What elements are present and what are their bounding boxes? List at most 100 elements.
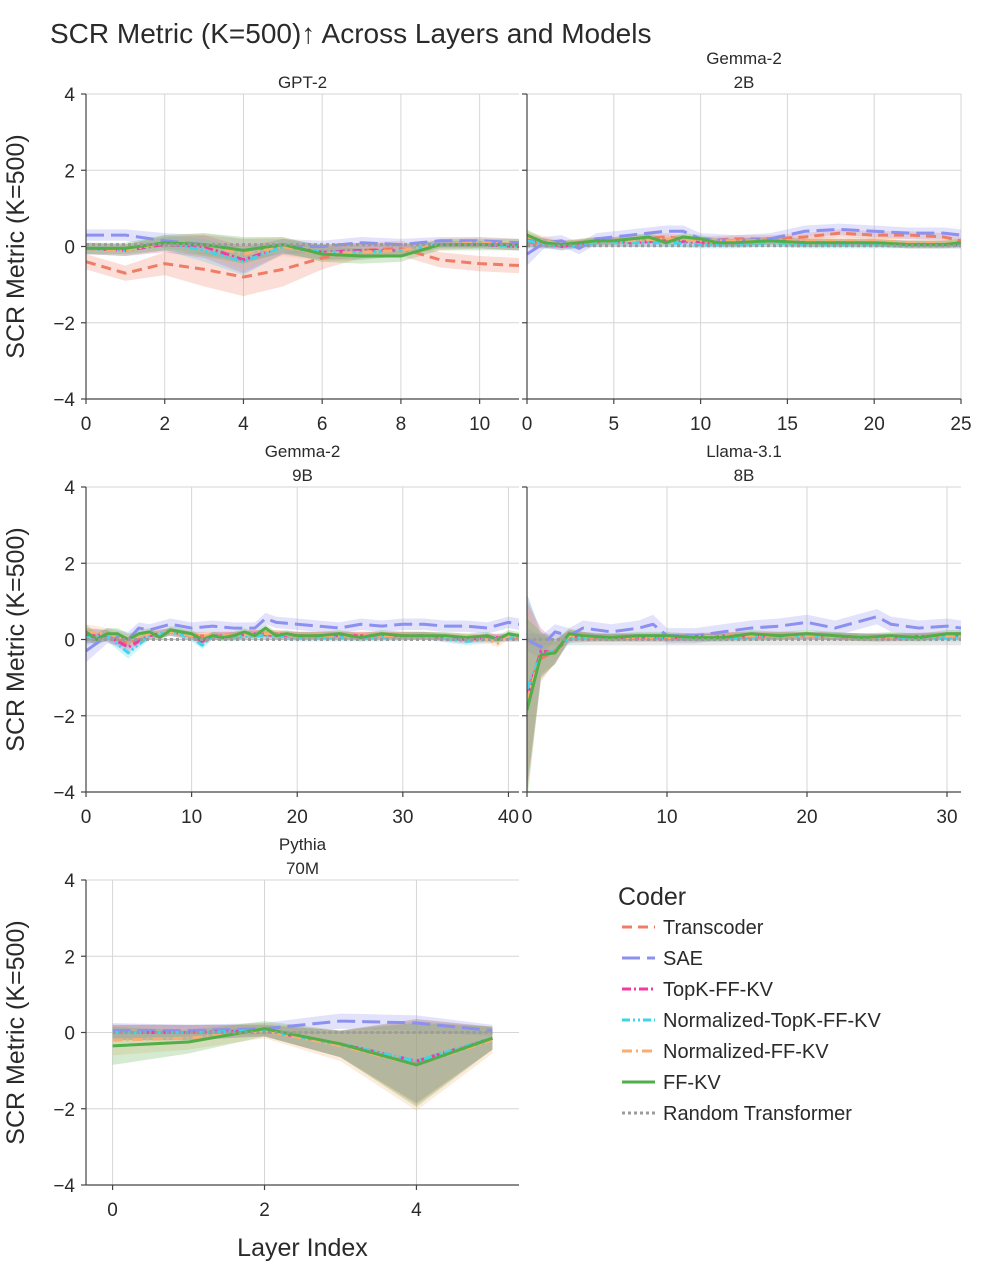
- legend-item: Normalized-FF-KV: [622, 1041, 829, 1063]
- y-axis-label: SCR Metric (K=500): [2, 527, 30, 751]
- legend-item: FF-KV: [622, 1072, 721, 1094]
- x-tick-label: 0: [522, 807, 533, 828]
- series-transcoder: [86, 246, 519, 279]
- y-tick-label: −2: [53, 314, 75, 335]
- series-normalized-topk-ff-kv: [527, 239, 961, 248]
- legend-item: TopK-FF-KV: [622, 979, 774, 1001]
- legend-label: TopK-FF-KV: [663, 979, 774, 1001]
- series-sae: [86, 233, 519, 252]
- band-topk-ff-kv: [112, 1019, 493, 1104]
- y-tick-label: 2: [64, 161, 75, 182]
- x-tick-label: 4: [411, 1200, 422, 1221]
- x-tick-label: 2: [259, 1200, 270, 1221]
- legend-label: Normalized-FF-KV: [663, 1041, 829, 1063]
- subplot-title: 2B: [734, 73, 755, 92]
- y-tick-label: 2: [64, 554, 75, 575]
- x-tick-label: 0: [522, 414, 533, 435]
- y-tick-label: −4: [53, 390, 75, 411]
- x-tick-label: 4: [238, 414, 249, 435]
- subplot-gpt-2: −4 −2 0 2 4 0 2 4 6 8 10 GPT-2 SCR Metric (K=500): [2, 73, 519, 435]
- plot-area: [527, 223, 961, 266]
- legend-item: SAE: [622, 948, 703, 970]
- legend-item: Normalized-TopK-FF-KV: [622, 1010, 881, 1032]
- legend-label: Random Transformer: [663, 1103, 852, 1125]
- x-tick-label: 10: [181, 807, 202, 828]
- plot-area: [527, 593, 961, 792]
- series-ff-kv: [527, 632, 961, 711]
- legend-label: Normalized-TopK-FF-KV: [663, 1010, 881, 1032]
- series-normalized-topk-ff-kv: [86, 630, 519, 655]
- legend-title: Coder: [618, 883, 686, 911]
- x-tick-label: 30: [392, 807, 413, 828]
- legend-item: Random Transformer: [622, 1103, 852, 1125]
- plot-area: [112, 1013, 493, 1111]
- series-normalized-ff-kv: [86, 630, 519, 645]
- band-transcoder: [112, 1021, 493, 1105]
- y-axis-label: SCR Metric (K=500): [2, 134, 30, 358]
- x-tick-label: 40: [498, 807, 519, 828]
- y-tick-label: −2: [53, 707, 75, 728]
- legend-label: Transcoder: [663, 917, 764, 939]
- series-ff-kv: [112, 1027, 493, 1067]
- legend: Coder Transcoder SAE TopK-FF-KV Normalized-T…: [618, 883, 881, 1125]
- x-tick-label: 10: [690, 414, 711, 435]
- subplot-gemma-2-2b: 0 5 10 15 20 25 Gemma-2 2B: [522, 49, 972, 435]
- x-tick-label: 10: [656, 807, 677, 828]
- legend-item: Transcoder: [622, 917, 764, 939]
- subplot-title: 9B: [292, 466, 313, 485]
- y-tick-label: 0: [64, 631, 75, 652]
- y-tick-label: −2: [53, 1100, 75, 1121]
- series-sae: [86, 617, 519, 653]
- subplot-title: Llama-3.1: [706, 442, 782, 461]
- subplot-title: Pythia: [279, 835, 327, 854]
- band-ff-kv: [112, 1021, 493, 1107]
- x-tick-label: 0: [107, 1200, 118, 1221]
- band-normalized-topk-ff-kv: [527, 593, 961, 785]
- subplot-title: Gemma-2: [706, 49, 782, 68]
- y-axis-label: SCR Metric (K=500): [2, 920, 30, 1144]
- x-tick-label: 0: [81, 414, 92, 435]
- series-sae: [112, 1019, 493, 1033]
- y-tick-label: 4: [64, 85, 75, 106]
- series-ff-kv: [86, 626, 519, 641]
- subplot-title: GPT-2: [278, 73, 327, 92]
- x-tick-label: 8: [396, 414, 407, 435]
- plot-area: [86, 229, 519, 297]
- plot-area: [86, 612, 519, 663]
- x-tick-label: 20: [287, 807, 308, 828]
- series-normalized-ff-kv: [527, 634, 961, 701]
- subplot-pythia-70m: −4 −2 0 2 4 0 2 4 Pythia 70M SCR Metric (K=500) Lay…: [2, 835, 519, 1262]
- y-tick-label: 0: [64, 1024, 75, 1045]
- x-tick-label: 0: [81, 807, 92, 828]
- legend-label: FF-KV: [663, 1072, 721, 1094]
- band-normalized-topk-ff-kv: [112, 1019, 493, 1104]
- x-tick-label: 6: [317, 414, 328, 435]
- y-tick-label: −4: [53, 1176, 75, 1197]
- x-tick-label: 30: [936, 807, 957, 828]
- subplot-llama-3-1-8b: 0 10 20 30 Llama-3.1 8B: [522, 442, 961, 828]
- subplot-title: 70M: [286, 859, 319, 878]
- x-tick-label: 20: [864, 414, 885, 435]
- figure-title: SCR Metric (K=500)↑ Across Layers and Mo…: [50, 18, 652, 49]
- x-tick-label: 2: [159, 414, 170, 435]
- series-ff-kv: [527, 233, 961, 247]
- band-ff-kv: [527, 618, 961, 792]
- band-normalized-ff-kv: [112, 1019, 493, 1111]
- subplot-title: Gemma-2: [265, 442, 341, 461]
- subplot-title: 8B: [734, 466, 755, 485]
- x-tick-label: 10: [469, 414, 490, 435]
- y-tick-label: 0: [64, 238, 75, 259]
- x-tick-label: 25: [950, 414, 971, 435]
- y-tick-label: 4: [64, 478, 75, 499]
- y-tick-label: 4: [64, 871, 75, 892]
- band-transcoder: [527, 593, 961, 785]
- x-tick-label: 20: [796, 807, 817, 828]
- y-tick-label: −4: [53, 783, 75, 804]
- x-tick-label: 5: [609, 414, 620, 435]
- x-axis-label: Layer Index: [237, 1234, 368, 1262]
- x-tick-label: 15: [777, 414, 798, 435]
- legend-label: SAE: [663, 948, 703, 970]
- y-tick-label: 2: [64, 947, 75, 968]
